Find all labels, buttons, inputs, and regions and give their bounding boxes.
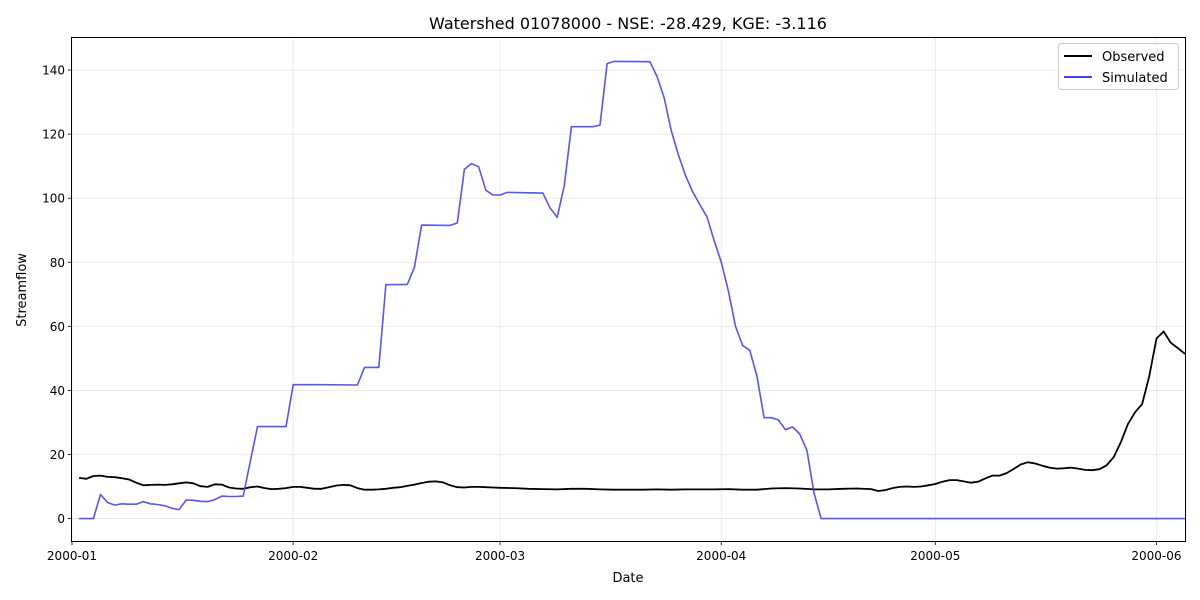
chart-title: Watershed 01078000 - NSE: -28.429, KGE: …: [429, 14, 827, 33]
legend-label-observed: Observed: [1102, 50, 1165, 65]
x-tick-label: 2000-01: [47, 549, 97, 563]
grid-lines: [71, 38, 1185, 541]
series-line-simulated: [79, 60, 1185, 520]
y-tick-label: 60: [50, 320, 65, 334]
x-axis-label: Date: [612, 571, 643, 586]
y-tick-label: 0: [57, 512, 65, 526]
x-axis: 2000-01 2000-02 2000-03 2000-04 2000-05 2000-…: [47, 541, 1182, 563]
x-tick-label: 2000-04: [696, 549, 746, 563]
y-tick-label: 80: [50, 256, 65, 270]
x-tick-label: 2000-05: [910, 549, 960, 563]
y-axis-label: Streamflow: [15, 253, 30, 327]
y-tick-label: 20: [50, 448, 65, 462]
legend-label-simulated: Simulated: [1102, 71, 1168, 86]
x-tick-label: 2000-06: [1131, 549, 1181, 563]
legend: Observed Simulated: [1058, 43, 1179, 90]
y-tick-label: 140: [42, 64, 65, 78]
y-axis: 0 20 40 60 80 100 120 140: [42, 64, 72, 526]
y-tick-label: 100: [42, 192, 65, 206]
x-tick-label: 2000-03: [475, 549, 525, 563]
series-line-observed: [78, 330, 1186, 492]
y-tick-label: 40: [50, 384, 65, 398]
x-tick-label: 2000-02: [268, 549, 318, 563]
plot-frame: [71, 37, 1186, 542]
series-layer: [78, 60, 1186, 520]
y-tick-label: 120: [42, 128, 65, 142]
